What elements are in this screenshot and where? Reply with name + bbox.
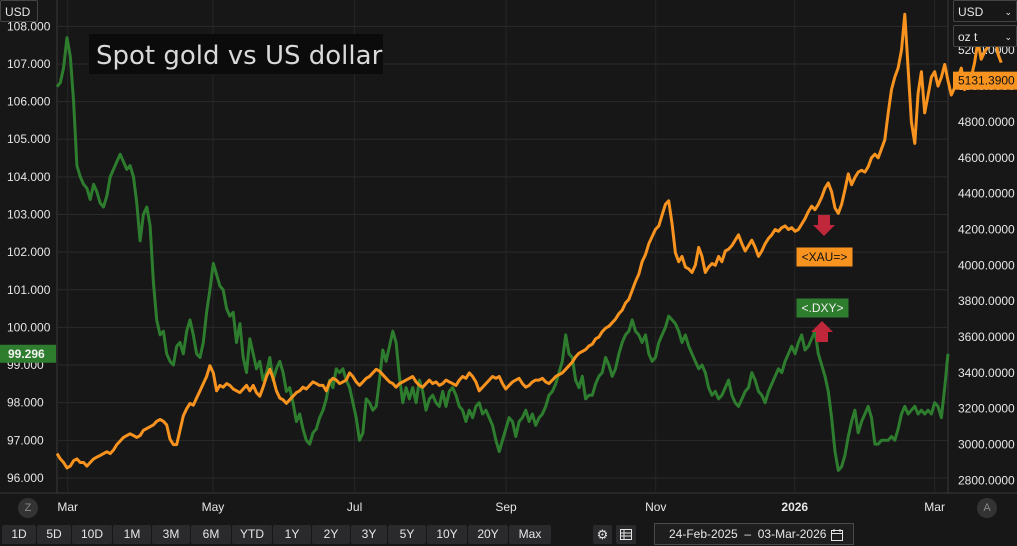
chart-area[interactable]: Mar May Jul Sep Nov 2026 Mar 96.000 97.000 98.00… xyxy=(0,0,1017,523)
zoom-reset-label: Z xyxy=(24,502,32,514)
range-button-20y[interactable]: 20Y xyxy=(468,525,508,544)
calendar-icon xyxy=(831,529,843,541)
right-tick-label: 3600.0000 xyxy=(958,330,1015,344)
xau-tag xyxy=(795,246,854,268)
left-tick-label: 108.000 xyxy=(7,19,51,33)
range-button-ytd[interactable]: YTD xyxy=(232,525,272,544)
zoom-reset-button[interactable]: Z xyxy=(18,498,38,518)
chart-title: Spot gold vs US dollar xyxy=(89,34,383,74)
last-value-left-box xyxy=(0,344,56,363)
x-tick-label: May xyxy=(202,500,225,514)
left-tick-label: 107.000 xyxy=(7,57,51,71)
left-tick-label: 100.000 xyxy=(7,320,51,334)
series-line-xau xyxy=(55,12,1003,470)
annotations: <XAU=> <.DXY> xyxy=(795,215,854,342)
last-value-right-box xyxy=(953,71,1017,90)
dxy-tag-label: <.DXY> xyxy=(801,301,843,315)
right-tick-label: 3200.0000 xyxy=(958,402,1015,416)
table-icon xyxy=(620,529,632,540)
left-tick-label: 102.000 xyxy=(7,245,51,259)
range-button-6m[interactable]: 6M xyxy=(191,525,231,544)
x-tick-label: 2026 xyxy=(781,500,808,514)
left-tick-label: 103.000 xyxy=(7,208,51,222)
left-tick-label: 97.000 xyxy=(7,433,44,447)
right-tick-label: 4800.0000 xyxy=(958,115,1015,129)
range-button-5d[interactable]: 5D xyxy=(37,525,71,544)
settings-button[interactable]: ⚙ xyxy=(593,525,612,544)
grid xyxy=(0,0,1017,494)
right-tick-label: 3400.0000 xyxy=(958,366,1015,380)
right-tick-label: 4200.0000 xyxy=(958,222,1015,236)
left-currency-selector[interactable]: USD xyxy=(0,0,38,22)
last-value-left: 99.296 xyxy=(8,347,45,361)
auto-scale-button[interactable]: A xyxy=(977,498,997,518)
x-tick-label: Mar xyxy=(57,500,78,514)
right-currency-selector[interactable]: USD ⌄ xyxy=(953,0,1017,22)
range-button-5y[interactable]: 5Y xyxy=(388,525,426,544)
x-tick-label: Mar xyxy=(924,500,945,514)
right-tick-label: 2800.0000 xyxy=(958,473,1015,487)
x-axis: Mar May Jul Sep Nov 2026 Mar xyxy=(57,500,945,514)
range-button-3y[interactable]: 3Y xyxy=(351,525,387,544)
arrow-up-icon xyxy=(811,321,833,342)
range-button-10d[interactable]: 10D xyxy=(72,525,112,544)
right-tick-label: 4000.0000 xyxy=(958,258,1015,272)
right-tick-label: 3000.0000 xyxy=(958,438,1015,452)
range-button-1d[interactable]: 1D xyxy=(2,525,36,544)
right-currency-label: USD xyxy=(958,5,984,19)
left-tick-label: 104.000 xyxy=(7,170,51,184)
left-tick-label: 101.000 xyxy=(7,283,51,297)
right-tick-label: 3800.0000 xyxy=(958,294,1015,308)
left-tick-label: 105.000 xyxy=(7,132,51,146)
dxy-tag xyxy=(795,297,850,319)
right-unit-selector[interactable]: oz t ⌄ xyxy=(953,25,1017,47)
chart-title-text: Spot gold vs US dollar xyxy=(96,41,383,71)
x-tick-label: Sep xyxy=(495,500,517,514)
last-value-labels: 99.296 5131.3900 xyxy=(0,71,1017,363)
right-tick-label: 4400.0000 xyxy=(958,187,1015,201)
x-tick-label: Nov xyxy=(645,500,666,514)
arrow-down-icon xyxy=(813,215,835,236)
range-button-1y[interactable]: 1Y xyxy=(273,525,311,544)
left-tick-label: 98.000 xyxy=(7,396,44,410)
last-value-right: 5131.3900 xyxy=(958,74,1015,88)
range-button-2y[interactable]: 2Y xyxy=(312,525,350,544)
range-button-10y[interactable]: 10Y xyxy=(427,525,467,544)
date-range-text: 24-Feb-2025 – 03-Mar-2026 xyxy=(669,527,827,541)
gear-icon: ⚙ xyxy=(596,527,609,542)
chevron-down-icon: ⌄ xyxy=(1004,32,1012,42)
left-currency-label: USD xyxy=(5,5,31,19)
right-unit-label: oz t xyxy=(958,30,978,44)
date-range-picker[interactable]: 24-Feb-2025 – 03-Mar-2026 xyxy=(654,523,854,545)
xau-tag-label: <XAU=> xyxy=(802,250,848,264)
series-lines xyxy=(55,12,1003,472)
table-view-button[interactable] xyxy=(616,525,636,544)
auto-scale-label: A xyxy=(983,502,991,514)
x-tick-label: Jul xyxy=(347,500,362,514)
chevron-down-icon: ⌄ xyxy=(1004,7,1012,17)
right-tick-label: 4600.0000 xyxy=(958,151,1015,165)
range-button-max[interactable]: Max xyxy=(509,525,551,544)
left-tick-label: 96.000 xyxy=(7,471,44,485)
range-button-1m[interactable]: 1M xyxy=(113,525,151,544)
series-line-dxy xyxy=(55,36,950,472)
left-y-axis: 96.00097.00098.00099.000100.000101.00010… xyxy=(7,19,51,485)
range-button-3m[interactable]: 3M xyxy=(152,525,190,544)
left-tick-label: 106.000 xyxy=(7,95,51,109)
